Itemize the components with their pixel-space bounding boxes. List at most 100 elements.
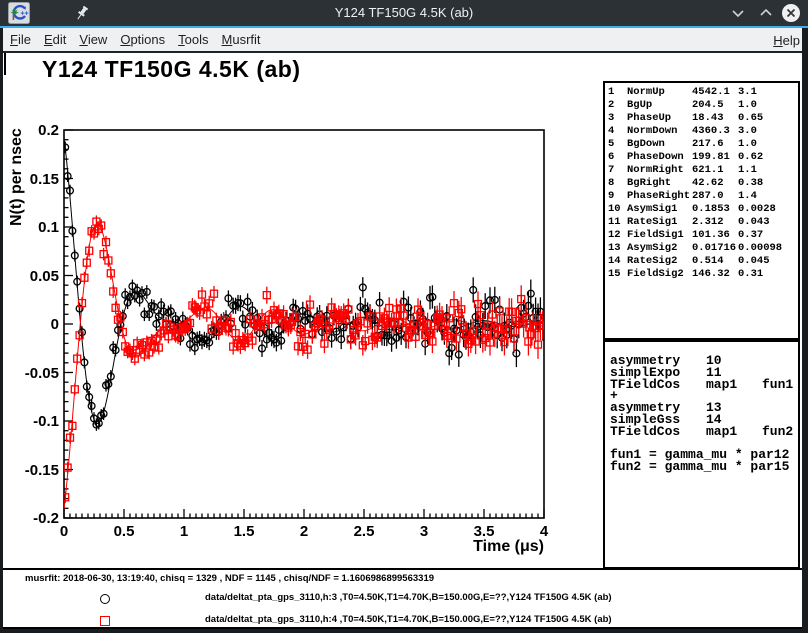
x-tick-label: 3.5 [462,523,506,540]
param-err: 0.00098 [738,242,798,255]
theory-function: fun2 = gamma_mu * par15 [610,461,798,474]
y-tick-label: 0.1 [9,219,59,236]
param-err: 0.0028 [738,203,798,216]
menu-file[interactable]: File [10,32,31,47]
param-num: 5 [608,138,624,151]
param-row-AsymSig2: 13AsymSig20.017160.00098 [605,242,798,255]
param-num: 13 [608,242,624,255]
x-tick-label: 0.5 [102,523,146,540]
param-row-NormDown: 4NormDown4360.33.0 [605,125,798,138]
param-err: 0.31 [738,268,798,281]
menu-view[interactable]: View [79,32,107,47]
param-name: NormRight [627,164,692,177]
param-val: 621.1 [692,164,738,177]
param-err: 0.65 [738,112,798,125]
window-border-left [0,28,3,629]
param-row-FieldSig2: 15FieldSig2146.320.31 [605,268,798,281]
minimize-button[interactable] [728,3,748,23]
param-num: 2 [608,99,624,112]
y-tick-label: 0.05 [9,268,59,285]
y-tick-label: -0.05 [9,365,59,382]
param-row-NormRight: 7NormRight621.11.1 [605,164,798,177]
param-row-BgUp: 2BgUp204.51.0 [605,99,798,112]
maximize-button[interactable] [756,3,776,23]
legend-label-h3: data/deltat_pta_gps_3110,h:3 ,T0=4.50K,T… [205,592,612,603]
y-tick-label: -0.1 [9,413,59,430]
pad-separator-line [0,568,803,570]
menu-musrfit[interactable]: Musrfit [222,32,261,47]
param-num: 7 [608,164,624,177]
x-tick-label: 4 [522,523,566,540]
param-val: 0.01716 [692,242,738,255]
param-row-PhaseRight: 9PhaseRight287.01.4 [605,190,798,203]
close-button[interactable] [781,3,801,23]
y-tick-label: 0 [9,316,59,333]
fit-info-text: musrfit: 2018-06-30, 13:19:40, chisq = 1… [25,573,434,584]
param-row-AsymSig1: 10AsymSig10.18530.0028 [605,203,798,216]
menu-options[interactable]: Options [120,32,165,47]
x-tick-label: 0 [42,523,86,540]
param-num: 12 [608,229,624,242]
param-num: 11 [608,216,624,229]
param-row-PhaseUp: 3PhaseUp18.430.65 [605,112,798,125]
x-tick-label: 1.5 [222,523,266,540]
window-border-right [802,28,808,629]
param-val: 0.514 [692,255,738,268]
param-name: BgUp [627,99,692,112]
param-name: FieldSig2 [627,268,692,281]
theory-line: TFieldCosmap1fun2 [610,426,798,438]
param-name: FieldSig1 [627,229,692,242]
param-name: PhaseRight [627,190,692,203]
param-row-PhaseDown: 6PhaseDown199.810.62 [605,151,798,164]
param-err: 3.0 [738,125,798,138]
param-name: RateSig2 [627,255,692,268]
x-tick-label: 1 [162,523,206,540]
theory-line: TFieldCosmap1fun1 [610,379,798,391]
param-err: 0.62 [738,151,798,164]
y-tick-label: -0.15 [9,462,59,479]
param-err: 0.043 [738,216,798,229]
plot-title: Y124 TF150G 4.5K (ab) [42,56,301,83]
param-val: 18.43 [692,112,738,125]
param-name: PhaseUp [627,112,692,125]
param-err: 1.4 [738,190,798,203]
param-val: 4360.3 [692,125,738,138]
title-bar[interactable]: ++ Y124 TF150G 4.5K (ab) [0,0,808,26]
param-val: 204.5 [692,99,738,112]
musrfit-window: ++ Y124 TF150G 4.5K (ab) File Edit View Opt… [0,0,808,633]
legend-square-marker [100,616,110,626]
param-name: NormUp [627,86,692,99]
menu-help[interactable]: Help [773,33,800,48]
param-num: 10 [608,203,624,216]
param-row-RateSig1: 11RateSig12.3120.043 [605,216,798,229]
param-name: BgRight [627,177,692,190]
x-axis-title: Time (μs) [439,538,544,556]
menu-bar: File Edit View Options Tools Musrfit Help [0,28,808,53]
param-err: 0.38 [738,177,798,190]
legend-label-h4: data/deltat_pta_gps_3110,h:4 ,T0=4.50K,T… [205,614,612,625]
pad-corner-mark [4,53,6,75]
window-title: Y124 TF150G 4.5K (ab) [0,5,808,20]
param-val: 287.0 [692,190,738,203]
param-num: 8 [608,177,624,190]
menu-edit[interactable]: Edit [44,32,66,47]
param-num: 4 [608,125,624,138]
param-val: 146.32 [692,268,738,281]
param-err: 3.1 [738,86,798,99]
parameter-table: 1NormUp4542.13.12BgUp204.51.03PhaseUp18.… [603,81,800,340]
y-tick-label: 0.2 [9,122,59,139]
theory-box: asymmetry10simplExpo11TFieldCosmap1fun1+… [603,340,800,569]
param-err: 1.0 [738,138,798,151]
param-err: 1.1 [738,164,798,177]
legend-circle-marker [100,594,110,604]
param-name: AsymSig2 [627,242,692,255]
menu-tools[interactable]: Tools [178,32,208,47]
param-num: 1 [608,86,624,99]
param-val: 4542.1 [692,86,738,99]
param-val: 2.312 [692,216,738,229]
param-num: 9 [608,190,624,203]
param-name: AsymSig1 [627,203,692,216]
param-name: NormDown [627,125,692,138]
param-name: RateSig1 [627,216,692,229]
param-num: 6 [608,151,624,164]
